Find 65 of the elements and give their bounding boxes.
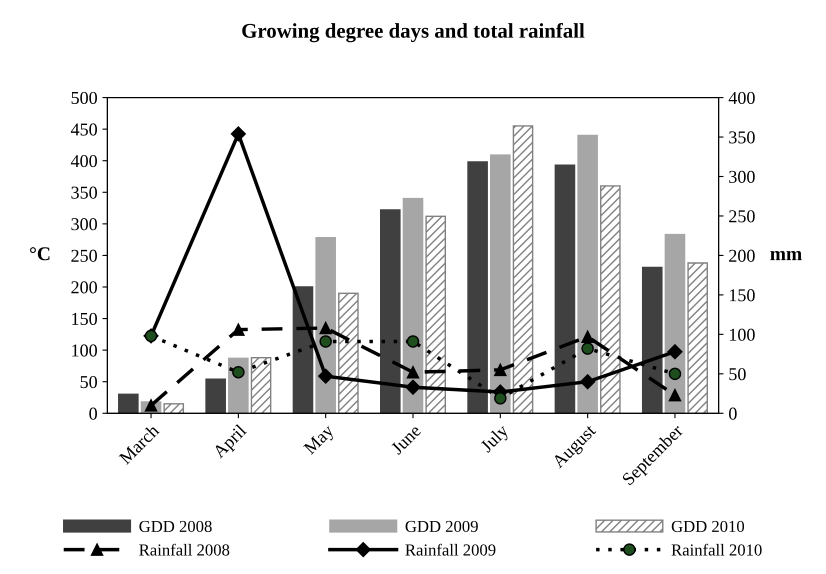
bar bbox=[642, 266, 663, 414]
y-tick-label: 100 bbox=[72, 344, 97, 357]
bar bbox=[467, 161, 488, 414]
point bbox=[405, 380, 421, 395]
y-tick-label: 350 bbox=[71, 186, 97, 199]
point bbox=[668, 388, 682, 402]
y-tick-label: 150 bbox=[72, 312, 97, 326]
y-tick-label: 50 bbox=[80, 376, 97, 388]
y-tick-label: 400 bbox=[70, 154, 97, 168]
y-tick-label: 450 bbox=[70, 123, 97, 136]
bar bbox=[380, 209, 401, 414]
bar bbox=[425, 216, 446, 414]
point bbox=[406, 335, 420, 348]
y-axis-title: °C bbox=[30, 247, 50, 260]
point bbox=[494, 392, 507, 405]
legend-label: GDD 2008 bbox=[139, 520, 212, 532]
legend-label: Rainfall 2009 bbox=[405, 544, 496, 556]
bar bbox=[205, 378, 226, 414]
y2-tick-label: 150 bbox=[730, 289, 755, 302]
point bbox=[581, 330, 594, 343]
point bbox=[230, 126, 246, 142]
y2-tick-label: 50 bbox=[729, 368, 746, 380]
y-tick-label: 250 bbox=[71, 250, 97, 262]
point bbox=[319, 335, 332, 348]
point bbox=[668, 368, 682, 380]
x-tick-label: June bbox=[390, 424, 422, 456]
bar bbox=[600, 185, 621, 414]
y2-tick-label: 0 bbox=[729, 408, 737, 420]
legend-label: Rainfall 2008 bbox=[139, 544, 230, 556]
x-tick-label: May bbox=[303, 424, 338, 458]
y2-axis-title: mm bbox=[770, 250, 802, 260]
bar bbox=[163, 403, 184, 414]
bar bbox=[250, 357, 272, 414]
y-tick-label: 0 bbox=[89, 408, 97, 420]
y2-tick-label: 250 bbox=[729, 210, 755, 222]
chart-title: Growing degree days and total rainfall bbox=[242, 22, 584, 42]
bar bbox=[490, 154, 511, 414]
y2-tick-label: 300 bbox=[729, 170, 755, 183]
bar bbox=[118, 394, 139, 414]
bar bbox=[554, 164, 576, 414]
point bbox=[494, 364, 507, 376]
bar bbox=[512, 125, 534, 414]
y2-tick-label: 350 bbox=[729, 131, 755, 144]
y2-tick-label: 400 bbox=[728, 92, 755, 104]
point bbox=[581, 342, 594, 355]
x-tick-label: July bbox=[479, 423, 512, 456]
legend-label: Rainfall 2010 bbox=[672, 544, 762, 556]
point bbox=[232, 323, 245, 336]
y-tick-label: 200 bbox=[71, 281, 97, 294]
bar bbox=[338, 292, 359, 414]
legend-label: GDD 2009 bbox=[406, 520, 478, 532]
point bbox=[319, 322, 332, 334]
point bbox=[318, 368, 334, 384]
point bbox=[144, 399, 158, 412]
point bbox=[580, 374, 596, 390]
bar bbox=[687, 262, 708, 414]
y-tick-label: 300 bbox=[71, 218, 97, 230]
bar bbox=[577, 134, 598, 414]
point bbox=[406, 366, 420, 378]
point bbox=[232, 366, 245, 378]
y-tick-label: 500 bbox=[72, 92, 97, 104]
y2-tick-label: 100 bbox=[730, 328, 755, 341]
y2-tick-label: 200 bbox=[729, 250, 755, 262]
legend-label: GDD 2010 bbox=[672, 520, 744, 532]
point bbox=[667, 344, 683, 360]
